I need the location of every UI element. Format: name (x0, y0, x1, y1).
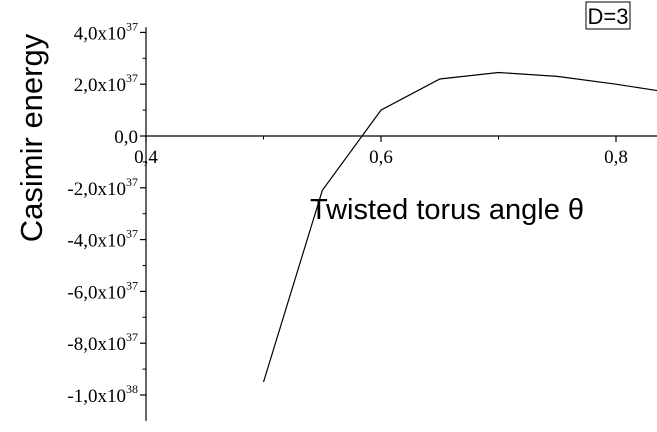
ticks (140, 31, 617, 396)
y-tick-exponent: 37 (126, 71, 138, 85)
tick-labels: 0,40,60,81,01,21,41,64,0x10372,0x10370,0… (67, 19, 628, 407)
y-tick-label: -1,0x1038 (67, 382, 138, 407)
y-tick-exponent: 37 (126, 175, 138, 189)
y-tick-label: -8,0x1037 (67, 330, 138, 355)
x-axis-label: Twisted torus angle θ (310, 194, 584, 226)
y-tick-label: 4,0x1037 (74, 19, 138, 44)
series-line (262, 71, 657, 383)
annotation-box: D=3 (585, 1, 631, 30)
y-tick-exponent: 37 (126, 278, 138, 292)
y-tick-mantissa: 0,0 (114, 127, 138, 148)
y-tick-exponent: 37 (126, 330, 138, 344)
y-tick-label: -2,0x1037 (67, 175, 138, 200)
y-tick-mantissa: -2,0x10 (67, 179, 126, 200)
y-tick-mantissa: 2,0x10 (74, 75, 126, 96)
y-axis-label: Casimir energy (14, 33, 49, 242)
y-tick-mantissa: -8,0x10 (67, 334, 126, 355)
y-tick-exponent: 37 (126, 19, 138, 33)
y-tick-label: 0,0 (114, 127, 138, 148)
y-tick-label: -4,0x1037 (67, 227, 138, 252)
x-tick-label: 0,4 (134, 147, 158, 168)
y-tick-mantissa: -4,0x10 (67, 231, 126, 252)
y-tick-mantissa: 4,0x10 (74, 23, 126, 44)
annotation-label: D=3 (588, 4, 629, 29)
y-tick-label: 2,0x1037 (74, 71, 138, 96)
x-tick-label: 0,8 (604, 147, 628, 168)
y-tick-exponent: 38 (126, 382, 138, 396)
y-tick-label: -6,0x1037 (67, 278, 138, 303)
axes (145, 27, 657, 421)
x-tick-label: 0,6 (369, 147, 393, 168)
y-tick-exponent: 37 (126, 227, 138, 241)
y-tick-mantissa: -6,0x10 (67, 282, 126, 303)
y-tick-mantissa: -1,0x10 (67, 386, 126, 407)
